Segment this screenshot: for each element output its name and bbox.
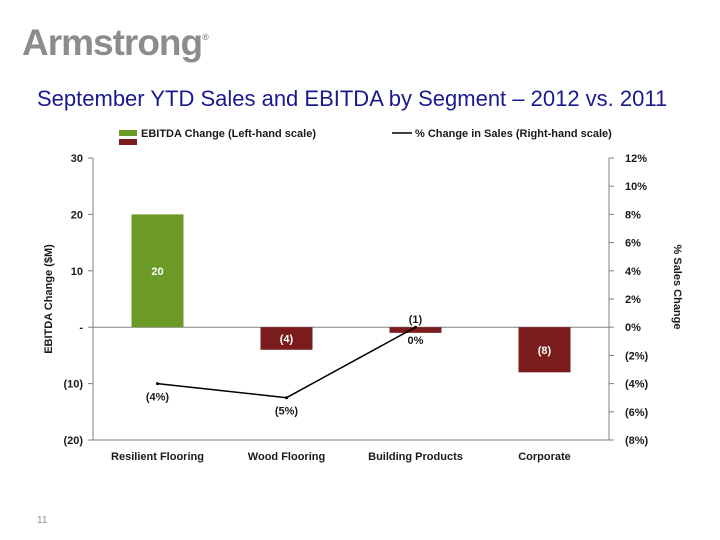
left-tick-label: (10) [63,379,83,391]
left-tick-label: - [79,322,83,334]
ebitda-bar-label: 20 [151,266,163,278]
right-axis-title: % Sales Change [671,245,683,330]
slide-title: September YTD Sales and EBITDA by Segmen… [37,86,668,111]
sales-change-label: (5%) [275,406,299,418]
ebitda-bar [260,327,313,350]
category-label: Wood Flooring [248,451,325,463]
sales-change-label: 0% [408,335,424,347]
legend-swatch-positive [119,130,137,136]
logo-text: Armstrong [22,22,203,63]
ebitda-bar-label: (4) [280,333,294,345]
ebitda-bar [518,327,571,373]
ebitda-bar [131,214,184,328]
category-label: Building Products [368,451,463,463]
sales-change-label: (4%) [146,392,170,404]
left-axis-title: EBITDA Change ($M) [43,244,55,354]
right-tick-label: (8%) [625,435,649,447]
left-tick-label: 10 [71,266,83,278]
category-label: Corporate [518,451,571,463]
right-tick-label: 2% [625,294,641,306]
registered-mark: ® [202,32,209,42]
sales-change-point [285,396,288,400]
left-tick-label: 20 [71,209,83,221]
category-label: Resilient Flooring [111,451,204,463]
ebitda-bar [389,327,442,333]
armstrong-logo: Armstrong® [22,22,209,64]
right-tick-label: (2%) [625,350,649,362]
right-tick-label: (4%) [625,379,649,391]
legend-label-ebitda: EBITDA Change (Left-hand scale) [141,128,316,140]
page-number: 11 [37,515,48,526]
right-tick-label: 4% [625,266,641,278]
legend-label-sales: % Change in Sales (Right-hand scale) [415,128,612,140]
sales-change-point [414,325,417,329]
legend-swatch-negative [119,139,137,145]
right-tick-label: 6% [625,238,641,250]
ebitda-bar-label: (1) [409,314,423,326]
left-tick-label: (20) [63,435,83,447]
right-tick-label: (6%) [625,407,649,419]
right-tick-label: 10% [625,181,647,193]
right-tick-label: 8% [625,209,641,221]
ebitda-bar-label: (8) [538,345,552,357]
left-tick-label: 30 [71,153,83,165]
sales-change-point [156,382,159,386]
right-tick-label: 12% [625,153,647,165]
right-tick-label: 0% [625,322,641,334]
